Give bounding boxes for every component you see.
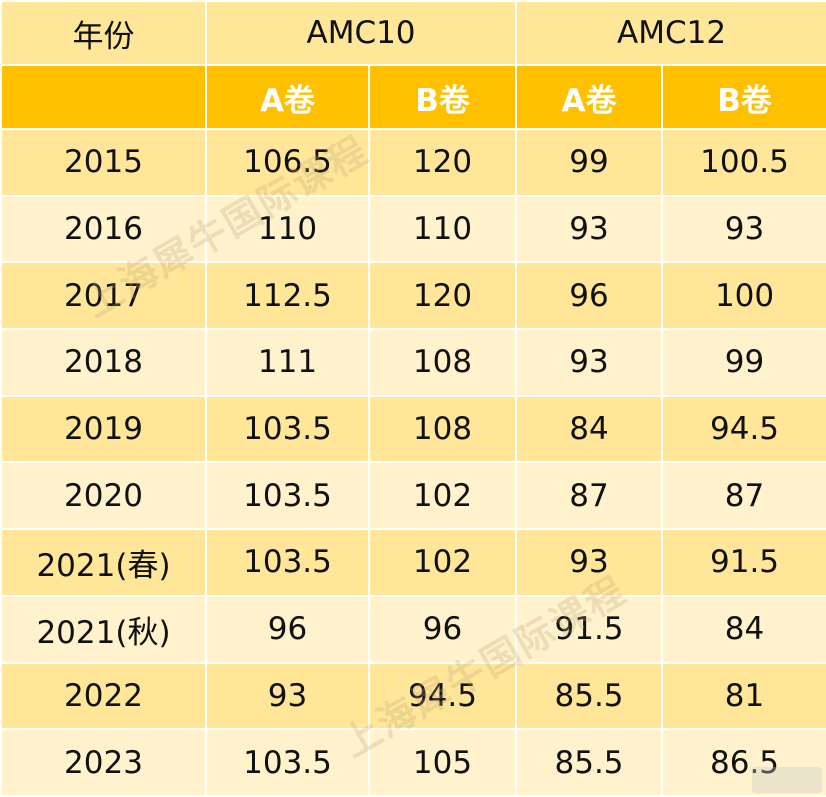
cell-amc12-a: 99	[515, 128, 664, 197]
table-row: 2016 110 110 93 93	[0, 194, 826, 264]
cell-amc10-a: 103.5	[205, 394, 370, 464]
cell-amc10-a: 103.5	[205, 528, 370, 597]
cell-amc10-b: 120	[367, 261, 518, 331]
cell-amc12-b: 100	[661, 261, 826, 331]
cell-amc10-a: 110	[205, 194, 370, 264]
cell-amc10-a: 111	[205, 328, 370, 397]
cell-amc10-a: 93	[205, 661, 370, 731]
cell-amc10-b: 94.5	[367, 661, 518, 731]
cell-year: 2021(春)	[0, 528, 207, 597]
cell-amc12-b: 99	[661, 328, 826, 397]
cell-amc10-b: 110	[367, 194, 518, 264]
cell-amc12-b: 86.5	[661, 728, 826, 797]
header-row-top: 年份 AMC10 AMC12	[0, 0, 826, 66]
year-header: 年份	[0, 0, 207, 66]
cell-amc12-a: 85.5	[515, 661, 664, 731]
cell-amc10-b: 102	[367, 528, 518, 597]
cell-amc10-a: 106.5	[205, 128, 370, 197]
amc10-b-header: B卷	[367, 64, 518, 130]
amc10-a-header: A卷	[205, 64, 370, 130]
cell-amc10-b: 108	[367, 328, 518, 397]
cell-amc12-b: 100.5	[661, 128, 826, 197]
cell-amc10-b: 105	[367, 728, 518, 797]
cell-year: 2020	[0, 461, 207, 531]
table-row: 2021(春) 103.5 102 93 91.5	[0, 528, 826, 597]
cell-amc10-b: 108	[367, 394, 518, 464]
cell-year: 2022	[0, 661, 207, 731]
amc12-header: AMC12	[515, 0, 826, 66]
cell-amc12-a: 93	[515, 194, 664, 264]
cell-amc12-a: 91.5	[515, 594, 664, 664]
cell-year: 2023	[0, 728, 207, 797]
table-row: 2018 111 108 93 99	[0, 328, 826, 397]
cell-amc12-b: 91.5	[661, 528, 826, 597]
table-row: 2019 103.5 108 84 94.5	[0, 394, 826, 464]
cell-amc12-a: 93	[515, 528, 664, 597]
cell-amc10-b: 120	[367, 128, 518, 197]
table-row: 2020 103.5 102 87 87	[0, 461, 826, 531]
table-row: 2017 112.5 120 96 100	[0, 261, 826, 331]
cell-year: 2017	[0, 261, 207, 331]
cell-amc12-a: 84	[515, 394, 664, 464]
cell-amc10-b: 96	[367, 594, 518, 664]
year-subheader-empty	[0, 64, 207, 130]
cell-year: 2019	[0, 394, 207, 464]
table-row: 2023 103.5 105 85.5 86.5	[0, 728, 826, 797]
table-row: 2021(秋) 96 96 91.5 84	[0, 594, 826, 664]
table-body: 2015 106.5 120 99 100.5 2016 110 110 93 93 2017 112…	[0, 128, 826, 797]
cell-amc12-a: 85.5	[515, 728, 664, 797]
cell-amc12-b: 81	[661, 661, 826, 731]
cell-amc12-b: 84	[661, 594, 826, 664]
cell-amc12-a: 93	[515, 328, 664, 397]
cell-amc12-b: 87	[661, 461, 826, 531]
cell-amc10-a: 103.5	[205, 728, 370, 797]
cell-amc10-a: 96	[205, 594, 370, 664]
cell-year: 2015	[0, 128, 207, 197]
cell-amc12-a: 96	[515, 261, 664, 331]
amc10-header: AMC10	[204, 0, 518, 66]
cell-amc12-b: 94.5	[661, 394, 826, 464]
table-row: 2015 106.5 120 99 100.5	[0, 128, 826, 197]
cell-year: 2018	[0, 328, 207, 397]
cell-amc10-a: 103.5	[205, 461, 370, 531]
amc12-a-header: A卷	[515, 64, 664, 130]
cell-amc10-a: 112.5	[205, 261, 370, 331]
header-row-sub: A卷 B卷 A卷 B卷	[0, 64, 826, 130]
cell-year: 2016	[0, 194, 207, 264]
table-row: 2022 93 94.5 85.5 81	[0, 661, 826, 731]
cell-amc10-b: 102	[367, 461, 518, 531]
cell-amc12-b: 93	[661, 194, 826, 264]
cell-year: 2021(秋)	[0, 594, 207, 664]
amc12-b-header: B卷	[661, 64, 826, 130]
cell-amc12-a: 87	[515, 461, 664, 531]
